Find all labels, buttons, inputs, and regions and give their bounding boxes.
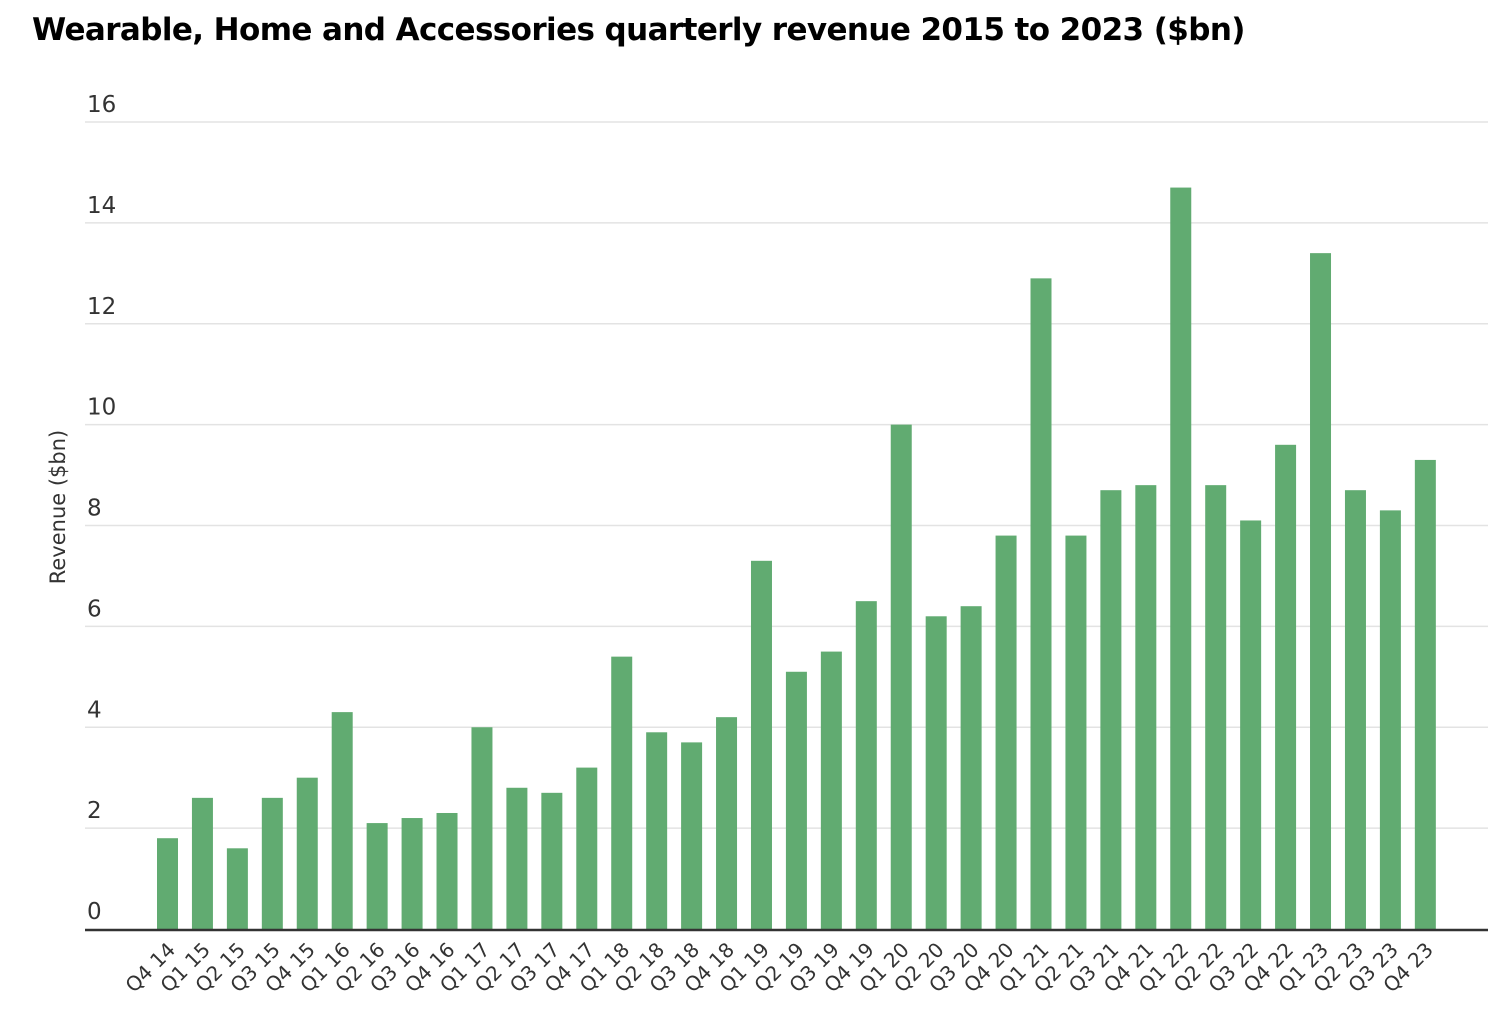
bar bbox=[890, 424, 912, 930]
y-tick-label: 14 bbox=[87, 193, 116, 219]
bar bbox=[1100, 490, 1122, 929]
bar bbox=[681, 742, 703, 929]
bar bbox=[1170, 187, 1192, 929]
bar bbox=[226, 848, 248, 929]
bar bbox=[401, 818, 423, 929]
bar bbox=[157, 838, 178, 929]
bar bbox=[1205, 485, 1227, 929]
bar bbox=[995, 535, 1017, 929]
bar bbox=[1414, 459, 1436, 929]
bar bbox=[506, 787, 528, 929]
chart-title: Wearable, Home and Accessories quarterly… bbox=[32, 12, 1245, 48]
y-tick-label: 4 bbox=[87, 697, 102, 723]
bar bbox=[750, 560, 772, 929]
y-tick-label: 10 bbox=[87, 395, 116, 421]
bar bbox=[261, 797, 283, 929]
bar bbox=[820, 651, 842, 929]
bar bbox=[611, 656, 633, 929]
y-tick-label: 0 bbox=[87, 899, 102, 925]
bar bbox=[1379, 510, 1401, 929]
bar bbox=[296, 777, 318, 929]
y-tick-label: 6 bbox=[87, 596, 102, 622]
bar bbox=[1135, 485, 1157, 929]
y-tick-label: 8 bbox=[87, 496, 102, 522]
bar bbox=[366, 823, 388, 929]
bar bbox=[1065, 535, 1087, 929]
y-tick-label: 12 bbox=[87, 294, 116, 320]
y-axis-title: Revenue ($bn) bbox=[46, 430, 70, 585]
bar bbox=[1030, 278, 1052, 929]
y-axis-ticks: 0 2 4 6 8 10 12 14 16 bbox=[87, 92, 116, 925]
bar bbox=[541, 792, 563, 929]
bar bbox=[471, 727, 493, 929]
bar bbox=[576, 767, 598, 929]
bar bbox=[1240, 520, 1262, 929]
bar bbox=[716, 717, 738, 929]
bar bbox=[855, 601, 877, 929]
bar bbox=[960, 606, 982, 929]
bar bbox=[1275, 444, 1297, 929]
y-tick-label: 16 bbox=[87, 92, 116, 118]
bar bbox=[1310, 253, 1332, 929]
bar bbox=[191, 797, 213, 929]
bars bbox=[157, 187, 1436, 930]
bar bbox=[646, 732, 668, 929]
y-tick-label: 2 bbox=[87, 798, 102, 824]
bar bbox=[925, 616, 947, 929]
bar bbox=[785, 671, 807, 929]
bar bbox=[436, 812, 458, 929]
bar bbox=[1344, 490, 1366, 929]
bar bbox=[331, 712, 353, 929]
